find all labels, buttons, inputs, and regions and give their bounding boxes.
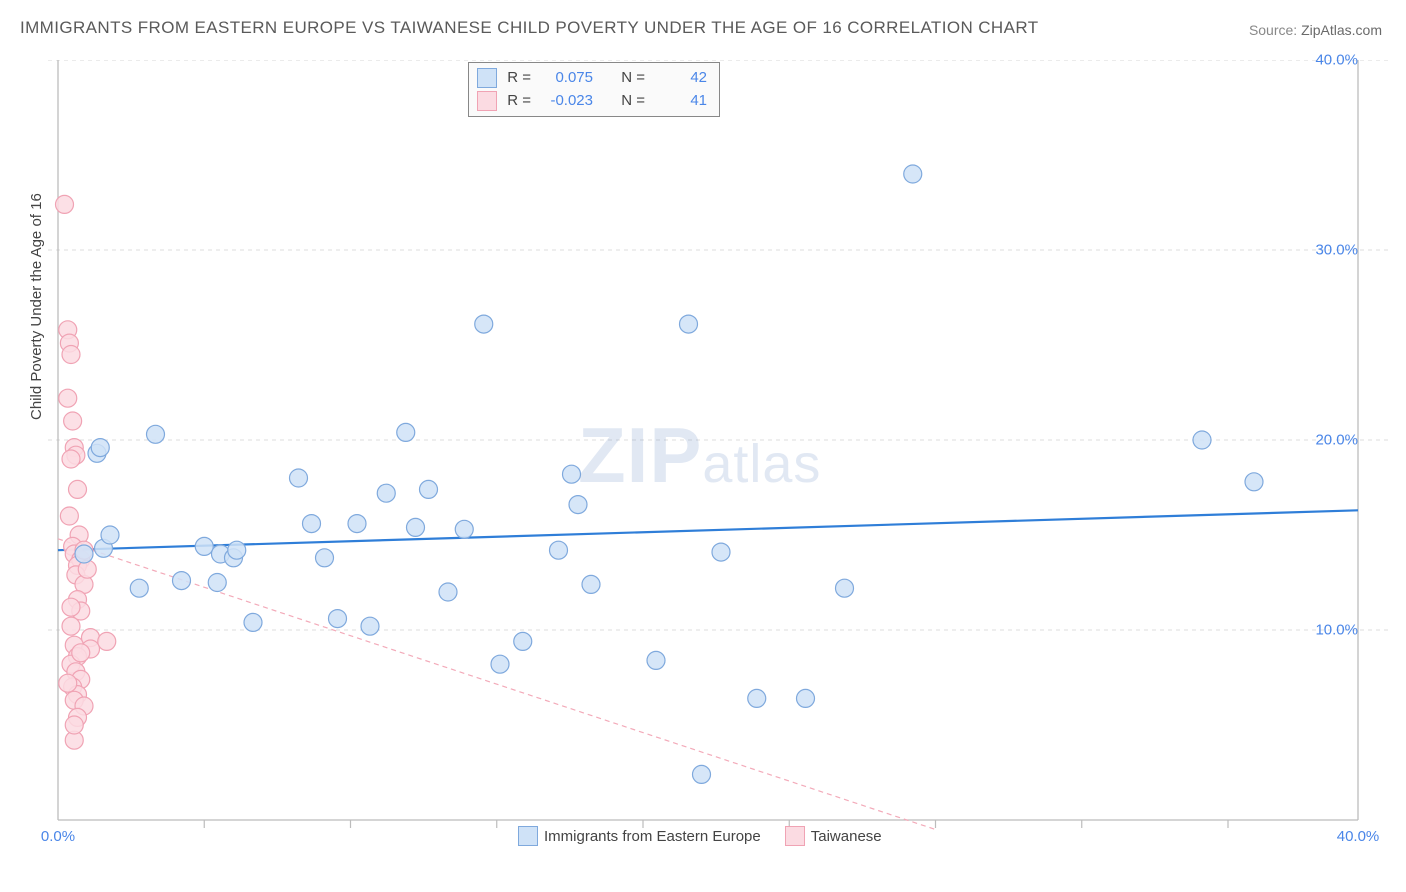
legend-swatch xyxy=(518,826,538,846)
y-tick-label: 40.0% xyxy=(1298,52,1358,69)
y-tick-label: 30.0% xyxy=(1298,242,1358,259)
y-tick-label: 10.0% xyxy=(1298,622,1358,639)
n-value-blue: 42 xyxy=(653,67,707,90)
r-label: R = xyxy=(505,67,531,90)
stats-row-blue: R = 0.075 N = 42 xyxy=(477,67,707,90)
y-axis-label: Child Poverty Under the Age of 16 xyxy=(28,193,45,420)
stats-row-pink: R = -0.023 N = 41 xyxy=(477,90,707,113)
bottom-legend: Immigrants from Eastern Europe Taiwanese xyxy=(518,826,900,846)
stats-legend-box: R = 0.075 N = 42 R = -0.023 N = 41 xyxy=(468,62,720,117)
legend-label: Taiwanese xyxy=(811,828,882,845)
r-value-pink: -0.023 xyxy=(539,90,593,113)
chart-title: IMMIGRANTS FROM EASTERN EUROPE VS TAIWAN… xyxy=(20,18,1039,38)
source-label: Source: xyxy=(1249,22,1297,38)
source-attribution: Source: ZipAtlas.com xyxy=(1249,22,1382,38)
legend-swatch xyxy=(785,826,805,846)
n-label: N = xyxy=(619,67,645,90)
swatch-pink xyxy=(477,91,497,111)
legend-label: Immigrants from Eastern Europe xyxy=(544,828,761,845)
n-value-pink: 41 xyxy=(653,90,707,113)
chart-area: Child Poverty Under the Age of 16 10.0%2… xyxy=(48,60,1388,852)
n-label: N = xyxy=(619,90,645,113)
scatter-plot xyxy=(48,60,1388,852)
r-value-blue: 0.075 xyxy=(539,67,593,90)
swatch-blue xyxy=(477,68,497,88)
x-tick-label: 0.0% xyxy=(41,828,75,845)
y-tick-label: 20.0% xyxy=(1298,432,1358,449)
x-tick-label: 40.0% xyxy=(1337,828,1380,845)
r-label: R = xyxy=(505,90,531,113)
source-value: ZipAtlas.com xyxy=(1301,22,1382,38)
